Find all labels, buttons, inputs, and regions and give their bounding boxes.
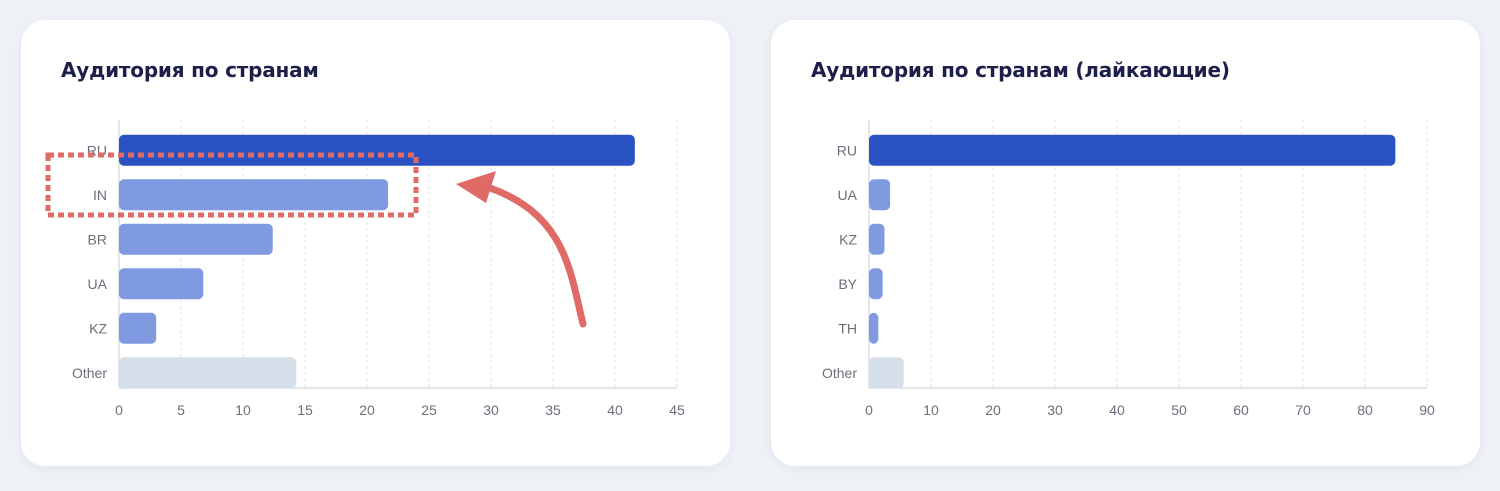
category-label: UA (838, 187, 858, 203)
x-tick-label: 20 (359, 402, 375, 418)
x-tick-label: 0 (115, 402, 123, 418)
x-tick-label: 35 (545, 402, 561, 418)
category-label: KZ (839, 231, 857, 247)
audience-by-country-card: Аудитория по странам 0 5 10 15 20 25 30 35 40 45 R… (21, 20, 730, 466)
x-tick-label: 0 (865, 402, 873, 418)
x-tick-label: 20 (985, 402, 1001, 418)
x-tick-label: 30 (1047, 402, 1063, 418)
audience-by-country-chart: 0 5 10 15 20 25 30 35 40 45 RU IN BR UA KZ Other (72, 120, 685, 418)
category-label: RU (837, 142, 857, 158)
x-tick-label: 10 (235, 402, 251, 418)
bar-ua (119, 268, 204, 300)
bar-th (869, 312, 879, 344)
x-tick-label: 90 (1419, 402, 1435, 418)
bar-by (869, 268, 883, 300)
x-tick-label: 5 (177, 402, 185, 418)
category-label: Other (822, 365, 857, 381)
category-label: KZ (89, 320, 107, 336)
category-label: UA (88, 276, 108, 292)
category-label: RU (87, 142, 107, 158)
chart-title: Аудитория по странам (лайкающие) (811, 58, 1230, 82)
category-label: TH (838, 320, 857, 336)
bar-kz (119, 312, 157, 344)
x-tick-label: 50 (1171, 402, 1187, 418)
x-tick-label: 80 (1357, 402, 1373, 418)
x-tick-label: 15 (297, 402, 313, 418)
x-tick-label: 60 (1233, 402, 1249, 418)
audience-by-country-likers-card: Аудитория по странам (лайкающие) 0 10 20 30… (771, 20, 1480, 466)
bar-ru (119, 134, 635, 166)
x-tick-label: 40 (1109, 402, 1125, 418)
bar-in (119, 179, 389, 211)
category-label: BY (838, 276, 857, 292)
category-label: BR (88, 231, 107, 247)
x-tick-label: 70 (1295, 402, 1311, 418)
bar-other (869, 357, 904, 389)
chart-title: Аудитория по странам (61, 58, 319, 82)
x-tick-label: 40 (607, 402, 623, 418)
x-tick-label: 30 (483, 402, 499, 418)
bar-ru (869, 134, 1396, 166)
bar-ua (869, 179, 891, 211)
x-tick-label: 45 (669, 402, 685, 418)
category-label: IN (93, 187, 107, 203)
x-tick-label: 10 (923, 402, 939, 418)
bar-kz (869, 223, 885, 255)
x-tick-label: 25 (421, 402, 437, 418)
category-label: Other (72, 365, 107, 381)
audience-by-country-likers-chart: 0 10 20 30 40 50 60 70 80 90 RU UA KZ BY TH Other (822, 120, 1435, 418)
bar-other (119, 357, 297, 389)
bar-br (119, 223, 273, 255)
